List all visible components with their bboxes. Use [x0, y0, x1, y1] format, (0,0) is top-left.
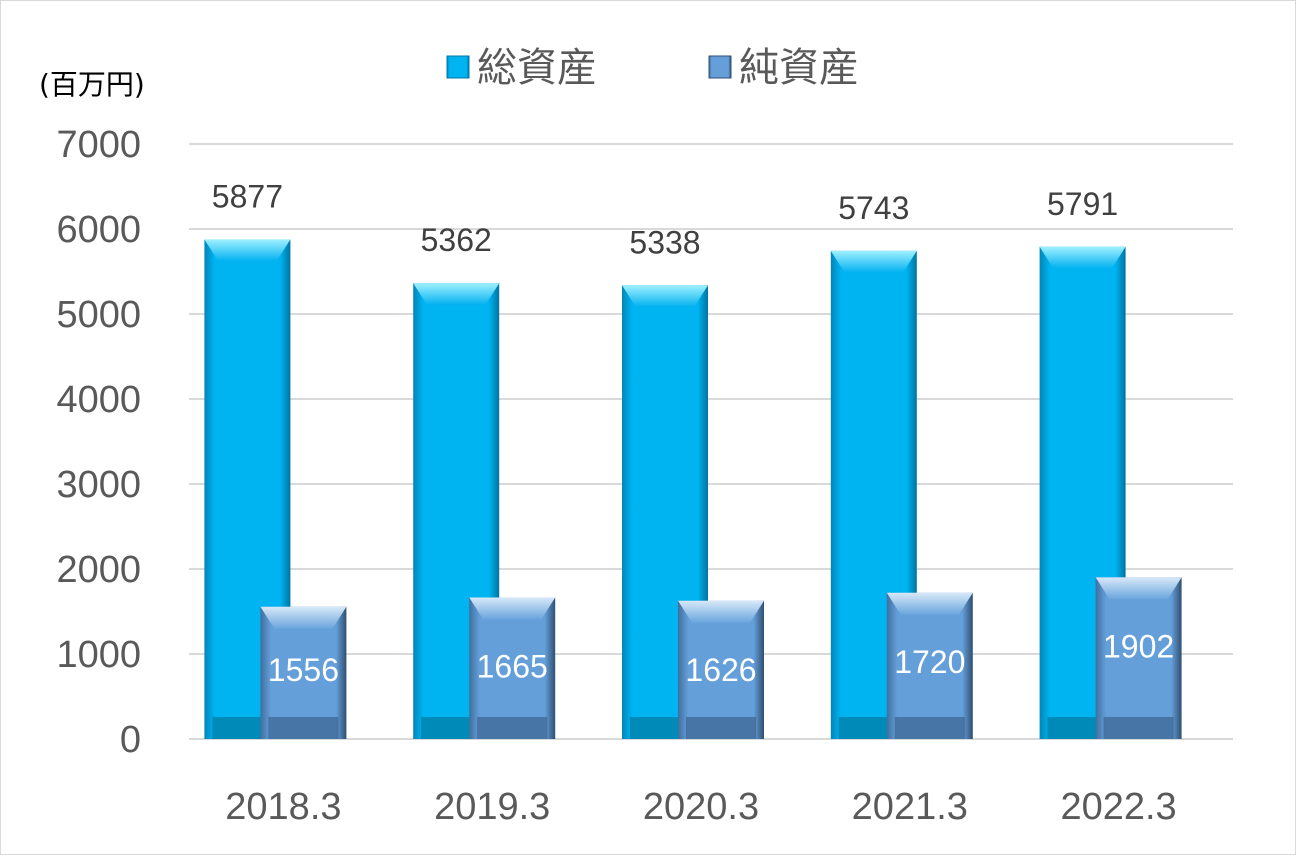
bars — [204, 239, 1182, 739]
x-axis-ticks: 2018.3 2019.3 2020.3 2021.3 2022.3 — [225, 786, 1176, 828]
bar-net-assets-body — [469, 597, 556, 739]
x-tick-label: 2020.3 — [643, 786, 759, 828]
legend-label-total-assets: 総資産 — [477, 45, 597, 91]
x-tick-label: 2022.3 — [1060, 786, 1176, 828]
legend-swatch-net-assets — [708, 55, 732, 79]
bar-net-assets-body — [1095, 577, 1182, 739]
bar-net-assets-2020.3 — [678, 600, 764, 739]
bar-net-assets-cap — [1095, 577, 1182, 600]
legend-label-net-assets: 純資産 — [739, 45, 859, 91]
data-label-net-assets: 1626 — [685, 652, 756, 688]
y-tick-label: 6000 — [56, 209, 141, 251]
bar-net-assets-body — [886, 592, 973, 739]
x-tick-label: 2018.3 — [225, 786, 341, 828]
bar-net-assets-2018.3 — [260, 606, 347, 739]
bar-net-assets-cap — [678, 600, 764, 623]
data-label-net-assets: 1902 — [1103, 628, 1174, 664]
bar-net-assets-base — [477, 717, 548, 739]
legend-item-total-assets: 総資産 — [446, 45, 597, 91]
y-tick-label: 2000 — [56, 549, 141, 591]
data-label-total-assets: 5362 — [421, 222, 492, 258]
x-tick-label: 2021.3 — [852, 786, 968, 828]
legend: 総資産 純資産 — [446, 45, 859, 91]
y-tick-label: 7000 — [56, 124, 141, 166]
y-tick-label: 4000 — [56, 379, 141, 421]
y-tick-label: 0 — [120, 719, 141, 761]
bar-total-assets-cap — [204, 239, 291, 262]
legend-swatch-total-assets — [446, 55, 470, 79]
y-tick-label: 3000 — [56, 464, 141, 506]
bar-net-assets-cap — [260, 606, 347, 629]
bar-net-assets-2019.3 — [469, 597, 556, 739]
y-tick-label: 1000 — [56, 634, 141, 676]
data-label-total-assets: 5743 — [838, 190, 909, 226]
bar-net-assets-cap — [469, 597, 556, 620]
bar-net-assets-cap — [886, 592, 973, 615]
y-tick-label: 5000 — [56, 294, 141, 336]
data-label-total-assets: 5338 — [629, 224, 700, 260]
bar-total-assets-cap — [830, 250, 917, 273]
data-label-net-assets: 1665 — [477, 648, 548, 684]
data-labels: 5877 1556 5362 1665 5338 1626 5743 1720 5791 1902 — [212, 178, 1174, 688]
data-label-total-assets: 5791 — [1047, 186, 1118, 222]
legend-item-net-assets: 純資産 — [708, 45, 859, 91]
y-axis-ticks: 0 1000 2000 3000 4000 5000 6000 7000 — [56, 124, 141, 761]
bar-net-assets-2022.3 — [1095, 577, 1182, 739]
unit-label: (百万円) — [39, 68, 145, 101]
bar-net-assets-base — [268, 717, 339, 739]
data-label-net-assets: 1556 — [268, 652, 339, 688]
bar-net-assets-2021.3 — [886, 592, 973, 739]
bar-net-assets-base — [894, 717, 965, 739]
bar-total-assets-cap — [1039, 246, 1126, 269]
bar-net-assets-base — [1103, 717, 1174, 739]
bar-total-assets-cap — [622, 285, 708, 308]
bar-net-assets-body — [260, 606, 347, 739]
bar-total-assets-cap — [413, 283, 500, 306]
x-tick-label: 2019.3 — [434, 786, 550, 828]
data-label-net-assets: 1720 — [894, 644, 965, 680]
data-label-total-assets: 5877 — [212, 178, 283, 214]
bar-net-assets-body — [678, 600, 764, 739]
bar-net-assets-base — [686, 717, 756, 739]
